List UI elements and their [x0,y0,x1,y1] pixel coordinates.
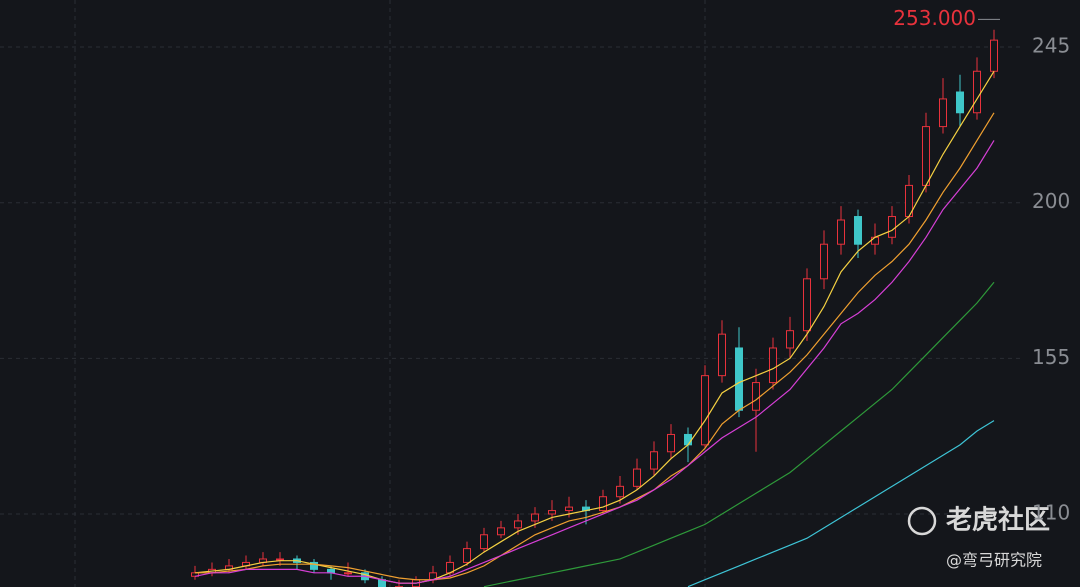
candle-body [633,468,641,487]
y-tick-label: 110 [1032,501,1070,525]
candle-body [310,561,318,570]
candle-body [667,433,675,453]
candle-body [480,534,488,550]
candle-body [701,375,709,446]
candle-body [650,451,658,470]
candle-body [463,548,471,563]
candle-body [973,70,981,114]
candle-body [922,126,930,186]
author: @弯弓研究院 [946,551,1042,570]
y-tick-label: 155 [1032,345,1070,369]
candle-body [514,520,522,529]
candle-body [854,216,862,245]
y-tick-label: 245 [1032,34,1070,58]
candle-body [871,236,879,245]
ma-line [194,70,995,584]
candle-body [565,506,573,512]
watermark: 老虎社区 [946,505,1050,536]
candle-body [956,91,964,114]
candle-body [616,485,624,498]
ma-line [195,112,995,581]
logo [907,506,937,536]
candle-body [531,513,539,522]
annotation-label: 253.000 [893,6,976,30]
candle-body [276,558,284,561]
candle-body [837,219,845,245]
candle-body [820,243,828,280]
candle-body [803,278,811,332]
candle-body [888,216,896,238]
ma-line [483,281,995,587]
candle-body [990,39,998,72]
candle-body [752,382,760,411]
candle-body [939,98,947,128]
candle-body [786,330,794,349]
plot [0,18,1020,587]
y-tick-label: 200 [1032,189,1070,213]
candle-body [718,333,726,377]
candle-body [769,347,777,384]
candle-body [344,572,352,575]
candle-body [735,347,743,411]
ma-line [687,420,995,587]
candle-body [497,527,505,536]
candle-body [599,496,607,512]
candle-body [548,510,556,515]
candle-body [684,433,692,446]
ma-line [194,140,995,584]
